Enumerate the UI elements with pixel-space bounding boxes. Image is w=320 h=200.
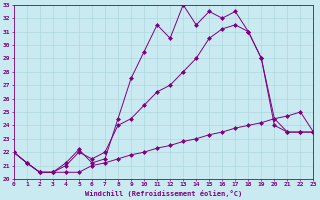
X-axis label: Windchill (Refroidissement éolien,°C): Windchill (Refroidissement éolien,°C) xyxy=(85,190,242,197)
